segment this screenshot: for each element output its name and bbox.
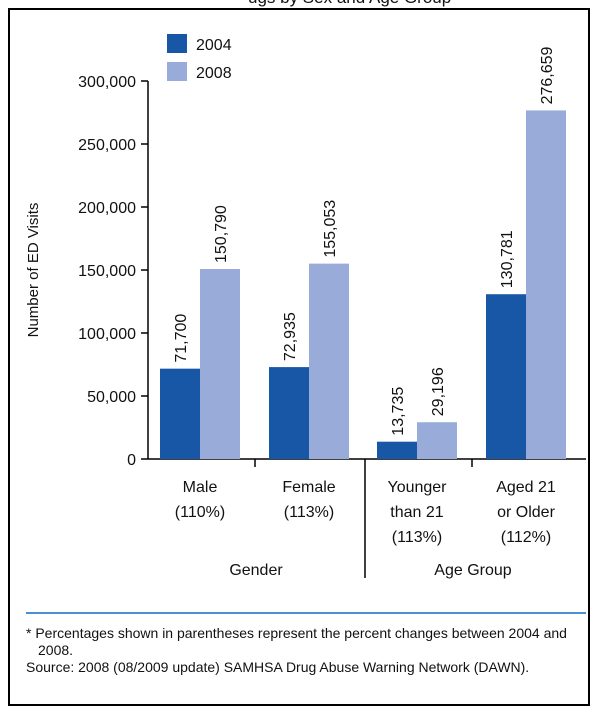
- x-tick-label: (113%): [392, 529, 442, 546]
- bar-2008: [417, 422, 457, 459]
- x-tick-label: Female: [282, 479, 335, 496]
- data-label: 150,790: [213, 205, 230, 263]
- x-tick-label: Male: [183, 479, 218, 496]
- legend-swatch-2008: [167, 62, 187, 81]
- x-tick-label: Aged 21: [496, 479, 556, 496]
- legend-label: 2004: [196, 37, 232, 54]
- x-tick-label: or Older: [497, 504, 555, 521]
- y-tick-label: 150,000: [78, 263, 136, 280]
- bar-2008: [309, 263, 349, 459]
- y-tick-label: 200,000: [78, 200, 136, 217]
- legend-swatch-2004: [167, 34, 187, 53]
- data-label: 72,935: [282, 312, 299, 361]
- bar-2004: [486, 294, 526, 459]
- bar-2004: [269, 367, 309, 459]
- x-tick-label: (110%): [175, 504, 225, 521]
- data-label: 13,735: [390, 387, 407, 436]
- clipped-header-text: ugs by Sex and Age Group: [248, 0, 451, 8]
- data-label: 155,053: [322, 200, 339, 258]
- x-tick-label: Younger: [387, 479, 447, 496]
- data-label: 276,659: [539, 46, 556, 104]
- y-tick-label: 50,000: [87, 389, 136, 406]
- footnote-source: Source: 2008 (08/2009 update) SAMHSA Dru…: [26, 659, 530, 675]
- x-tick-label: than 21: [390, 504, 443, 521]
- bar-2008: [526, 110, 566, 459]
- group-label: Age Group: [434, 562, 511, 579]
- footnote-percentages: * Percentages shown in parentheses repre…: [26, 625, 567, 658]
- y-tick-label: 250,000: [78, 137, 136, 154]
- bar-2004: [377, 441, 417, 459]
- legend-label: 2008: [196, 65, 232, 82]
- clipped-header: ugs by Sex and Age Group: [0, 0, 600, 8]
- data-label: 130,781: [499, 230, 516, 288]
- y-axis-label: Number of ED Visits: [25, 203, 42, 338]
- y-tick-label: 300,000: [78, 74, 136, 91]
- y-tick-label: 0: [127, 452, 136, 469]
- x-tick-label: (113%): [284, 504, 334, 521]
- footnotes: * Percentages shown in parentheses repre…: [26, 625, 586, 676]
- bar-2004: [160, 368, 200, 459]
- y-tick-label: 100,000: [78, 326, 136, 343]
- group-label: Gender: [229, 562, 283, 579]
- data-label: 71,700: [173, 314, 190, 363]
- data-label: 29,196: [430, 367, 447, 416]
- bar-2008: [200, 269, 240, 459]
- footnote-divider: [26, 612, 586, 614]
- x-tick-label: (112%): [501, 529, 551, 546]
